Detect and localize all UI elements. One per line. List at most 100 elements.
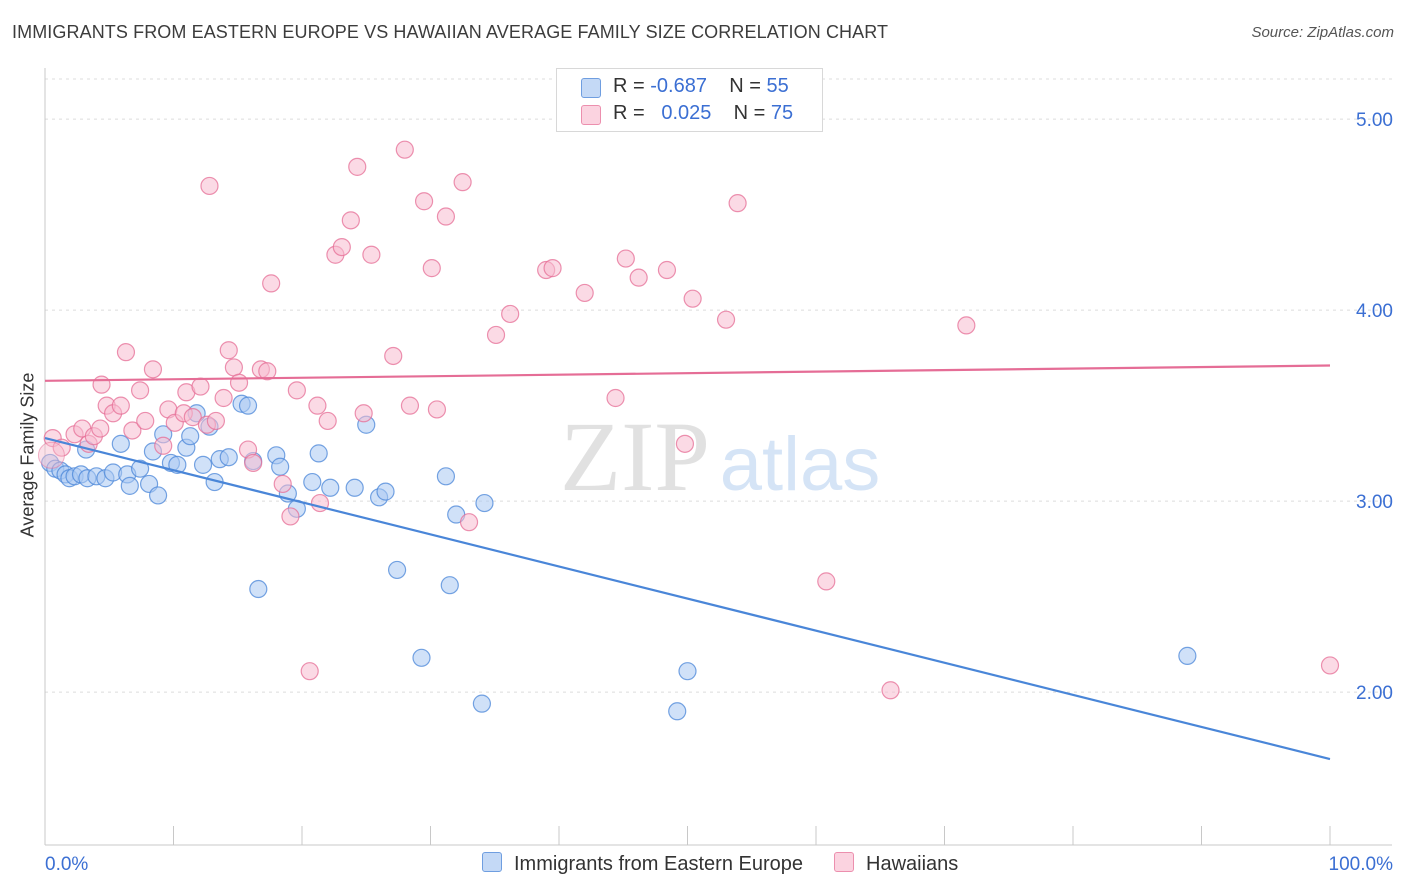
- point-hawaiians: [308, 396, 327, 415]
- point-eastern-europe: [412, 648, 431, 667]
- point-hawaiians: [957, 316, 976, 335]
- point-hawaiians: [219, 341, 238, 360]
- point-hawaiians: [459, 513, 479, 532]
- point-hawaiians: [453, 173, 472, 192]
- point-hawaiians: [341, 211, 360, 230]
- point-eastern-europe: [111, 434, 130, 453]
- point-eastern-europe: [678, 662, 697, 681]
- point-hawaiians: [384, 346, 403, 366]
- legend-item-eastern-europe[interactable]: Immigrants from Eastern Europe: [482, 852, 803, 876]
- point-hawaiians: [287, 381, 306, 400]
- point-eastern-europe: [303, 472, 322, 492]
- point-hawaiians: [817, 572, 836, 591]
- correlation-legend: R = -0.687 N = 55 R = 0.025 N = 75: [556, 68, 823, 132]
- x-tick-label-min: 0.0%: [45, 854, 88, 875]
- r-value: -0.687: [650, 75, 707, 97]
- point-eastern-europe: [271, 457, 290, 476]
- point-hawaiians: [281, 507, 300, 526]
- point-hawaiians: [436, 207, 456, 226]
- point-eastern-europe: [387, 560, 407, 580]
- point-eastern-europe: [130, 459, 150, 478]
- point-eastern-europe: [219, 448, 238, 467]
- point-hawaiians: [116, 343, 136, 362]
- point-hawaiians: [183, 408, 202, 427]
- data-points: [37, 140, 1340, 721]
- point-hawaiians: [575, 283, 594, 303]
- point-hawaiians: [214, 388, 233, 408]
- legend-swatch-blue: [581, 78, 601, 98]
- point-hawaiians: [501, 304, 520, 324]
- point-eastern-europe: [668, 702, 687, 721]
- point-eastern-europe: [120, 476, 139, 495]
- point-hawaiians: [348, 157, 367, 176]
- trend-line-hawaiians: [44, 364, 1331, 382]
- point-hawaiians: [92, 375, 111, 394]
- point-hawaiians: [422, 259, 441, 278]
- point-eastern-europe: [436, 467, 456, 486]
- point-eastern-europe: [475, 493, 494, 513]
- point-hawaiians: [486, 325, 506, 345]
- point-eastern-europe: [238, 396, 258, 415]
- y-tick-label: 2.00: [1356, 683, 1393, 704]
- point-hawaiians: [728, 194, 747, 213]
- point-hawaiians: [300, 662, 319, 681]
- point-hawaiians: [143, 360, 163, 379]
- y-tick-label: 4.00: [1356, 301, 1393, 322]
- point-hawaiians: [414, 192, 434, 211]
- point-hawaiians: [362, 245, 381, 264]
- point-hawaiians: [224, 358, 243, 377]
- legend-item-hawaiians[interactable]: Hawaiians: [834, 852, 958, 876]
- point-hawaiians: [683, 289, 702, 308]
- point-hawaiians: [206, 411, 226, 431]
- point-hawaiians: [629, 268, 648, 287]
- point-hawaiians: [130, 381, 150, 400]
- point-hawaiians: [229, 373, 249, 392]
- point-hawaiians: [123, 421, 142, 440]
- point-eastern-europe: [472, 694, 491, 713]
- point-hawaiians: [427, 400, 447, 419]
- point-eastern-europe: [345, 478, 364, 497]
- n-value: 55: [766, 75, 789, 97]
- point-hawaiians: [332, 237, 351, 257]
- legend-text-hawaiians: R = 0.025 N = 75: [613, 102, 793, 125]
- point-hawaiians: [136, 411, 155, 431]
- point-eastern-europe: [309, 444, 328, 463]
- watermark-atlas: atlas: [720, 422, 881, 507]
- point-hawaiians: [273, 474, 292, 494]
- chart-title: IMMIGRANTS FROM EASTERN EUROPE VS HAWAII…: [12, 22, 889, 42]
- point-eastern-europe: [376, 482, 395, 501]
- point-hawaiians: [543, 259, 562, 278]
- point-hawaiians: [395, 140, 414, 159]
- point-hawaiians: [354, 404, 373, 423]
- point-hawaiians: [616, 249, 635, 268]
- point-eastern-europe: [181, 427, 200, 446]
- point-hawaiians: [657, 260, 677, 280]
- legend-swatch-pink: [581, 105, 601, 125]
- point-hawaiians: [258, 362, 277, 381]
- y-tick-label: 3.00: [1356, 492, 1393, 513]
- point-hawaiians: [716, 310, 736, 329]
- legend-swatch-pink: [834, 852, 854, 872]
- source-credit: Source: ZipAtlas.com: [1251, 24, 1394, 41]
- trend-line-eastern-europe: [44, 437, 1331, 761]
- point-hawaiians: [200, 176, 219, 196]
- r-label: R =: [613, 75, 645, 97]
- r-value: 0.025: [661, 102, 712, 124]
- point-hawaiians: [244, 453, 263, 473]
- point-hawaiians: [191, 377, 210, 396]
- n-label: N =: [733, 102, 766, 124]
- point-hawaiians: [154, 436, 173, 455]
- point-eastern-europe: [440, 576, 459, 595]
- point-hawaiians: [606, 388, 625, 408]
- point-eastern-europe: [193, 455, 213, 474]
- legend-swatch-blue: [482, 852, 502, 872]
- watermark: ZIP atlas: [560, 401, 880, 512]
- point-hawaiians: [318, 411, 337, 431]
- r-label: R =: [613, 102, 645, 124]
- y-axis-label: Average Family Size: [17, 372, 38, 538]
- point-hawaiians: [675, 434, 695, 453]
- point-eastern-europe: [1178, 646, 1197, 665]
- tick-labels: 2.00 3.00 4.00 5.00 0.0% 100.0%: [45, 110, 1393, 875]
- legend-label: Hawaiians: [866, 853, 959, 875]
